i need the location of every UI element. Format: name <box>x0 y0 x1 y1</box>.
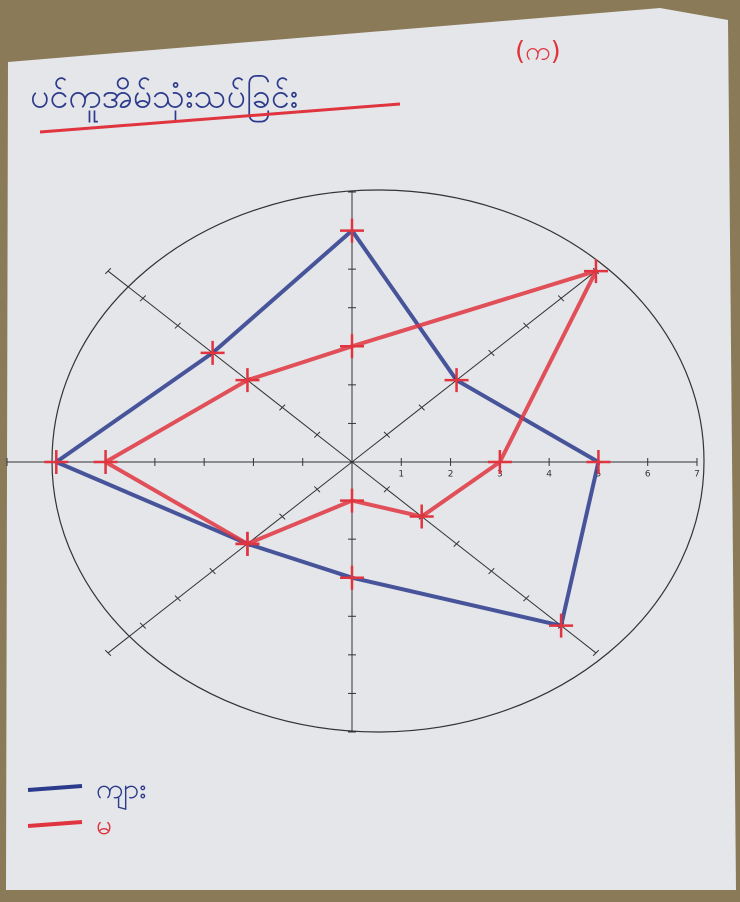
tick-label: 7 <box>694 470 700 480</box>
tick-label: 6 <box>645 470 651 480</box>
tick-label: 4 <box>546 470 552 480</box>
chart-subtitle: (က) <box>515 37 561 67</box>
tick-label: 2 <box>448 470 454 480</box>
paper <box>6 8 736 890</box>
photo: ပင်ကူအိမ်သုံးသပ်ခြင်း (က) 1234567 ကျားမ <box>0 0 740 902</box>
tick-label: 1 <box>398 470 404 480</box>
legend-label: မ <box>96 808 112 841</box>
